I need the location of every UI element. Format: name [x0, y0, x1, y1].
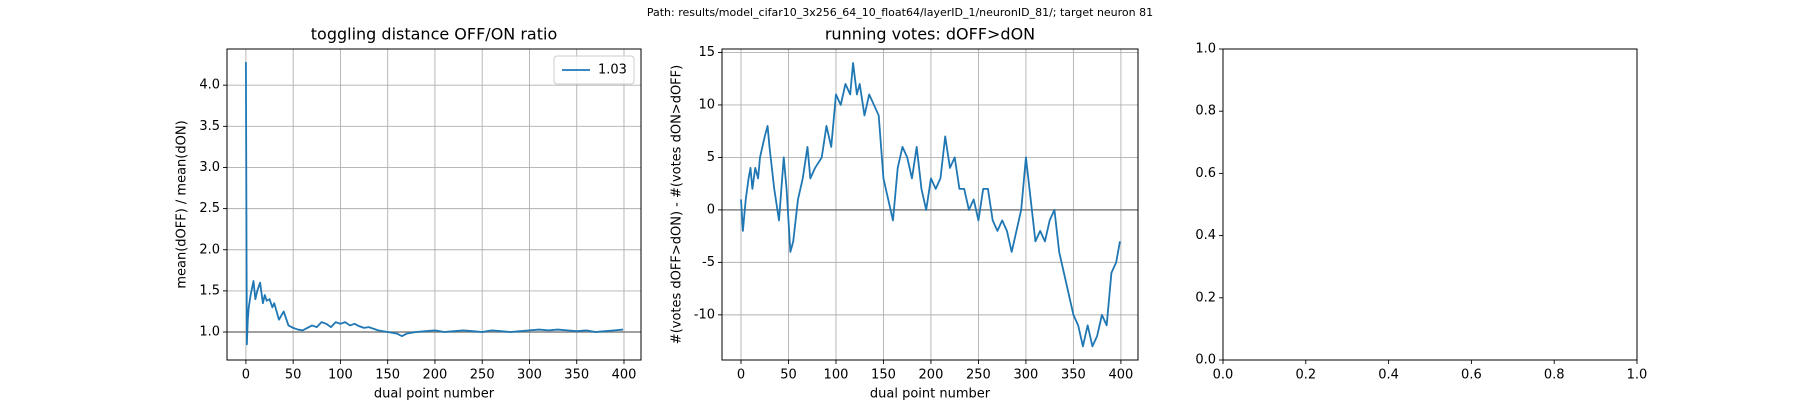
- x-axis-label: dual point number: [374, 387, 495, 400]
- x-tick-label: 0: [242, 368, 250, 383]
- data-line: [740, 62, 1121, 348]
- x-tick-label: 1.0: [1627, 368, 1648, 383]
- x-tick-label: 0.8: [1544, 368, 1565, 383]
- y-tick-label: 1.5: [199, 283, 220, 298]
- x-tick-label: 400: [612, 368, 637, 383]
- data-line: [245, 62, 624, 346]
- x-tick-label: 0.6: [1461, 368, 1482, 383]
- chart-title: toggling distance OFF/ON ratio: [311, 25, 557, 44]
- x-tick-label: 0.2: [1295, 368, 1316, 383]
- x-tick-label: 100: [328, 368, 353, 383]
- y-axis-label: mean(dOFF) / mean(dON): [175, 120, 190, 288]
- x-tick-label: 0.0: [1213, 368, 1234, 383]
- y-tick-label: 4.0: [199, 78, 220, 93]
- x-tick-label: 100: [824, 368, 849, 383]
- y-tick-label: 2.0: [199, 242, 220, 257]
- x-tick-label: 0: [737, 368, 745, 383]
- y-tick-label: 1.0: [199, 325, 220, 340]
- y-axis-label: #(votes dOFF>dON) - #(votes dON>dOFF): [670, 65, 685, 344]
- x-tick-label: 300: [517, 368, 542, 383]
- x-tick-label: 150: [375, 368, 400, 383]
- x-tick-label: 250: [966, 368, 991, 383]
- y-tick-label: 10: [698, 97, 715, 112]
- y-tick-label: 0: [707, 202, 715, 217]
- y-tick-label: 0.2: [1195, 290, 1216, 305]
- x-tick-label: 200: [423, 368, 448, 383]
- y-tick-label: 15: [698, 45, 715, 60]
- y-tick-label: -5: [702, 255, 715, 270]
- y-tick-label: -10: [694, 307, 715, 322]
- x-tick-label: 150: [871, 368, 896, 383]
- x-axis-label: dual point number: [870, 387, 991, 400]
- x-tick-label: 350: [1061, 368, 1086, 383]
- legend-box: [553, 55, 635, 85]
- x-tick-label: 400: [1108, 368, 1133, 383]
- y-tick-label: 3.5: [199, 119, 220, 134]
- y-tick-label: 0.6: [1195, 166, 1216, 181]
- y-tick-label: 0.4: [1195, 228, 1216, 243]
- y-tick-label: 5: [707, 150, 715, 165]
- x-tick-label: 300: [1014, 368, 1039, 383]
- x-tick-label: 50: [285, 368, 302, 383]
- y-tick-label: 3.0: [199, 160, 220, 175]
- x-tick-label: 200: [919, 368, 944, 383]
- x-tick-label: 350: [564, 368, 589, 383]
- axes-frame: [226, 48, 642, 361]
- y-tick-label: 2.5: [199, 201, 220, 216]
- chart-title: running votes: dOFF>dON: [825, 25, 1035, 44]
- axes-frame: [721, 48, 1139, 361]
- x-tick-label: 50: [780, 368, 797, 383]
- y-tick-label: 1.0: [1195, 42, 1216, 57]
- y-tick-label: 0.8: [1195, 104, 1216, 119]
- x-tick-label: 0.4: [1378, 368, 1399, 383]
- axes-frame: [1222, 48, 1638, 361]
- x-tick-label: 250: [470, 368, 495, 383]
- legend-label: 1.03: [598, 63, 627, 78]
- y-tick-label: 0.0: [1195, 353, 1216, 368]
- figure-title: Path: results/model_cifar10_3x256_64_10_…: [647, 6, 1153, 19]
